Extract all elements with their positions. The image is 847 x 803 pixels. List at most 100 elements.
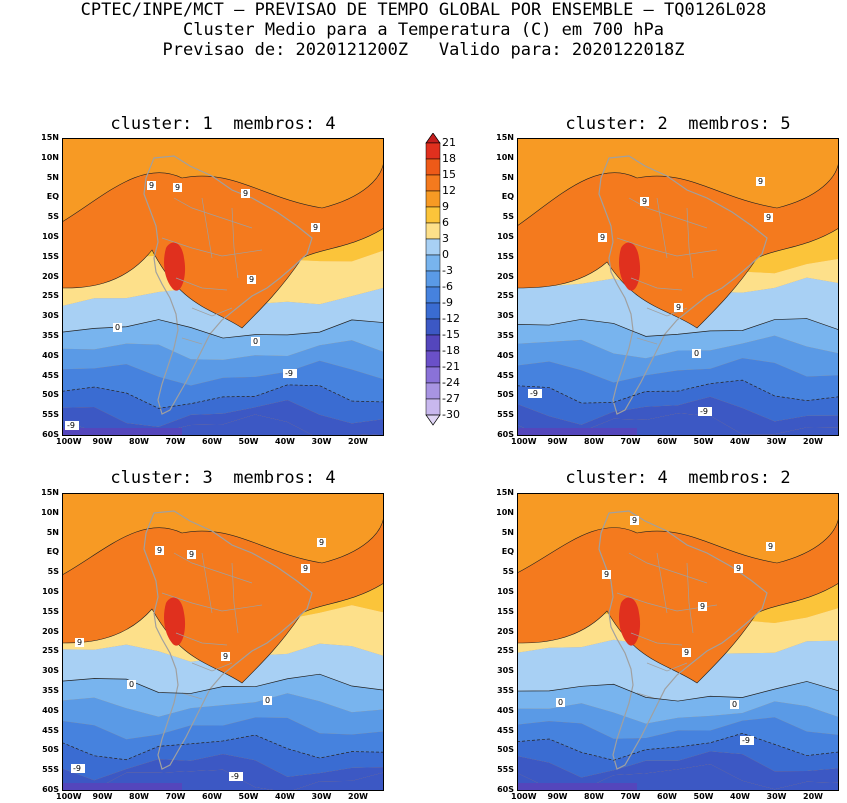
panel-4-map: 9 9 9 9 9 9 0 0 -9 — [517, 493, 839, 791]
lat-tick-label: 45S — [42, 725, 59, 735]
border-line — [161, 592, 263, 612]
border-line — [231, 562, 239, 634]
contour-label: 9 — [319, 538, 324, 547]
band-4 — [517, 681, 839, 724]
colorbar-tick-label: -18 — [442, 344, 460, 357]
contour-label: -9 — [530, 389, 538, 398]
band-8 — [62, 754, 384, 791]
band-8 — [517, 396, 839, 436]
band-5 — [517, 335, 839, 383]
lon-tick-label: 30W — [311, 792, 332, 801]
border-line — [175, 632, 228, 646]
contour-label: 0 — [558, 698, 563, 707]
lon-tick-label: 30W — [766, 792, 787, 801]
contour-label-bg — [528, 389, 542, 398]
border-line — [630, 277, 683, 291]
lat-tick-label: 15S — [497, 251, 514, 261]
colorbar-segment — [425, 350, 441, 368]
lat-tick-label: 50S — [497, 390, 514, 400]
map-frame — [517, 138, 839, 436]
warm-core-9 — [517, 157, 839, 329]
lat-tick-label: 35S — [497, 331, 514, 340]
contour-label: 9 — [77, 638, 82, 647]
lat-tick-label: 25S — [497, 291, 514, 301]
lon-tick-label: 50W — [238, 792, 259, 801]
colorbar-tick-label: 3 — [442, 232, 449, 245]
lat-tick-label: 50S — [497, 745, 514, 755]
lon-tick-label: 50W — [238, 437, 259, 446]
lat-tick-label: 10N — [41, 152, 59, 162]
contour-label-bg — [283, 369, 297, 378]
contour-label-bg — [674, 303, 683, 312]
lat-tick-label: 15S — [42, 606, 59, 616]
contour-label-bg — [173, 183, 182, 192]
lon-tick-label: 100W — [511, 437, 537, 446]
hot-spot-12 — [164, 597, 186, 646]
contour-label: 9 — [149, 181, 154, 190]
lat-tick-label: 60S — [497, 785, 514, 794]
lat-tick-label: 55S — [497, 410, 514, 420]
lon-tick-label: 80W — [584, 792, 604, 801]
lat-tick-label: 30S — [42, 311, 59, 321]
colorbar-segment — [425, 254, 441, 272]
contour-label-bg — [247, 275, 256, 284]
lon-tick-label: 70W — [620, 437, 641, 446]
border-line — [686, 562, 694, 634]
lat-tick-label: 25S — [42, 291, 59, 301]
panel-2-title: cluster: 2 membros: 5 — [565, 114, 791, 134]
lon-tick-label: 80W — [129, 437, 149, 446]
colorbar-segment — [425, 206, 441, 224]
lat-tick-label: 60S — [497, 430, 514, 439]
lat-tick-label: 10S — [497, 232, 514, 241]
contour-label-bg — [241, 189, 250, 198]
panel-4-title: cluster: 4 membros: 2 — [565, 468, 791, 488]
lon-tick-label: 60W — [202, 792, 222, 801]
contour-0 — [62, 673, 384, 694]
border-line — [161, 237, 263, 257]
coastline — [143, 510, 313, 770]
lon-tick-label: 100W — [511, 792, 537, 801]
contour-label-bg — [682, 648, 691, 657]
contour-label-bg — [730, 700, 739, 709]
contour-label-bg — [764, 213, 773, 222]
contour-label-bg — [65, 421, 79, 430]
border-line — [201, 197, 213, 259]
colorbar-tick-label: 15 — [442, 168, 456, 181]
border-line — [636, 337, 658, 345]
band-6 — [62, 360, 384, 409]
lat-tick-label: 40S — [42, 350, 59, 360]
colorbar-tick-label: 21 — [442, 136, 456, 149]
contour-label-bg — [75, 638, 84, 647]
contour-label: 0 — [253, 337, 258, 346]
lat-tick-label: EQ — [501, 547, 514, 557]
contour-label: 9 — [700, 602, 705, 611]
contour-label: -9 — [73, 764, 81, 773]
warm-core-9 — [62, 157, 384, 329]
colorbar-segment — [425, 238, 441, 256]
colorbar-tick-label: -27 — [442, 392, 460, 405]
lat-tick-label: 25S — [42, 646, 59, 656]
band-bottom — [62, 414, 384, 436]
colorbar-segment — [425, 382, 441, 400]
contour-label-bg — [317, 538, 326, 547]
lon-tick-label: 20W — [803, 437, 823, 446]
contour-label: 9 — [604, 570, 609, 579]
colorbar-bottom-arrow — [425, 414, 441, 426]
contour-0 — [517, 681, 839, 702]
lon-tick-label: 60W — [202, 437, 222, 446]
lon-tick-label: 40W — [730, 792, 750, 801]
lat-tick-label: 50S — [42, 745, 59, 755]
contour-label-bg — [630, 516, 639, 525]
colorbar-tick-label: 6 — [442, 216, 449, 229]
band-coldest — [517, 783, 637, 791]
contour-label-bg — [598, 233, 607, 242]
contour-label: -9 — [285, 369, 293, 378]
contour-0 — [517, 318, 839, 337]
band-coldest — [62, 428, 182, 436]
lon-tick-label: 50W — [693, 437, 714, 446]
lat-tick-label: 30S — [42, 666, 59, 676]
temperature-field: 9 9 9 9 9 9 0 0 -9 — [517, 493, 839, 791]
lon-tick-label: 20W — [803, 792, 823, 801]
lat-tick-label: 25S — [497, 646, 514, 656]
lat-tick-label: 35S — [42, 331, 59, 340]
